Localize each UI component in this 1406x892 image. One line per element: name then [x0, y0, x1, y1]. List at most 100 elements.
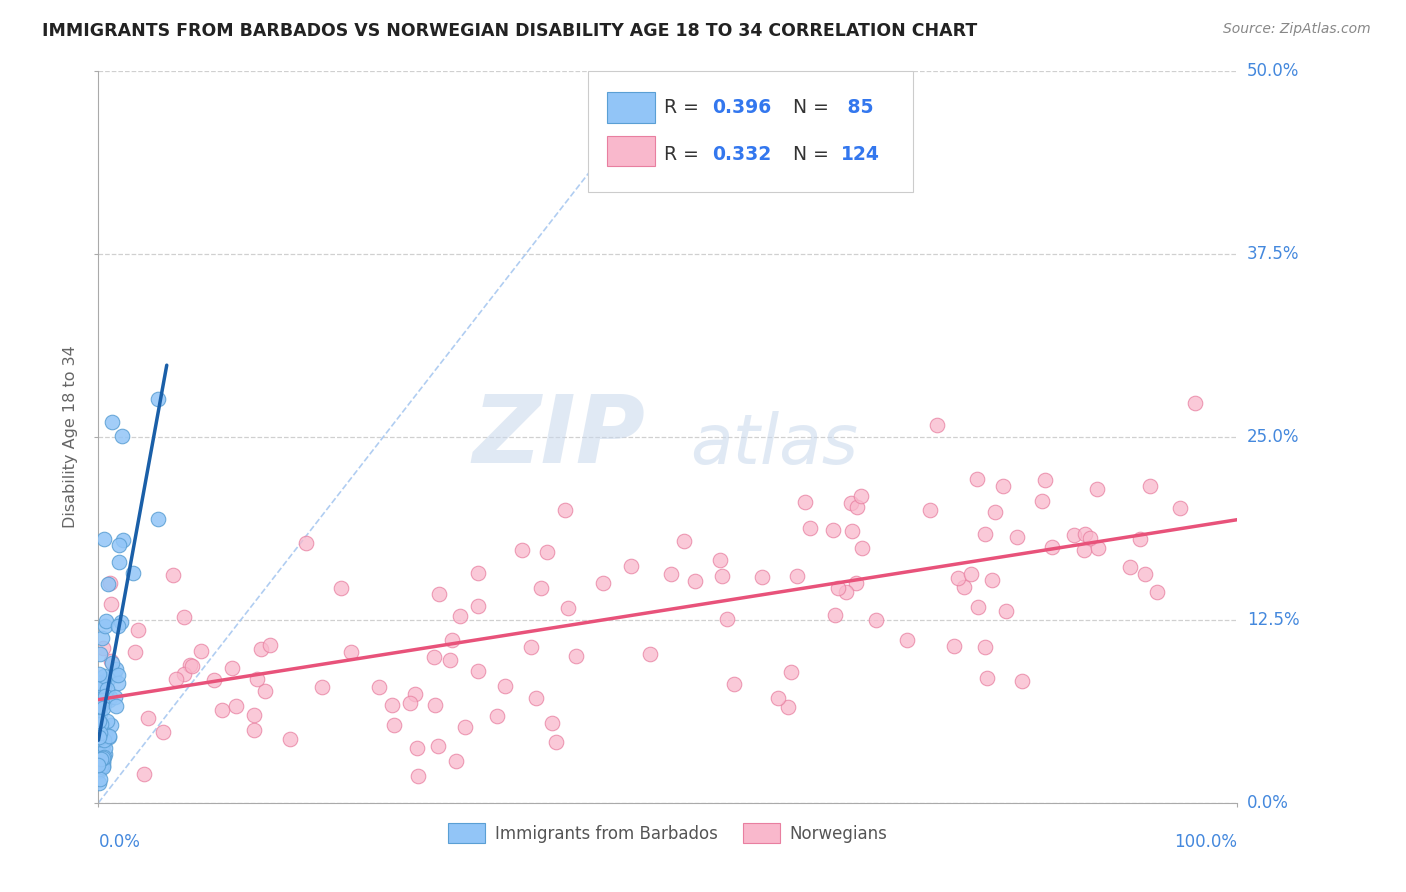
Point	[89, 756, 111, 771]
Point	[204, 673, 226, 687]
Point	[1146, 585, 1168, 599]
Point	[93, 533, 115, 547]
Point	[104, 698, 127, 713]
Point	[93, 749, 115, 764]
Text: Source: ZipAtlas.com: Source: ZipAtlas.com	[1223, 22, 1371, 37]
Point	[980, 574, 1002, 588]
Text: 0.0%: 0.0%	[1247, 794, 1289, 812]
Point	[87, 731, 110, 745]
Point	[967, 599, 990, 614]
Y-axis label: Disability Age 18 to 34: Disability Age 18 to 34	[63, 346, 79, 528]
Point	[1011, 674, 1033, 689]
Point	[851, 541, 873, 555]
Point	[780, 665, 803, 679]
FancyBboxPatch shape	[607, 92, 655, 122]
Point	[89, 716, 111, 731]
Point	[865, 613, 887, 627]
Text: 124: 124	[841, 145, 880, 163]
Text: 0.332: 0.332	[713, 145, 772, 163]
Point	[786, 569, 808, 583]
Point	[966, 472, 988, 486]
Point	[995, 604, 1018, 618]
Point	[87, 675, 110, 690]
Point	[173, 667, 195, 681]
Point	[1129, 533, 1152, 547]
Point	[93, 741, 115, 756]
Point	[751, 570, 773, 584]
Point	[90, 754, 112, 768]
Point	[536, 545, 558, 559]
Point	[89, 731, 111, 746]
Point	[454, 720, 477, 734]
Point	[97, 730, 120, 744]
Point	[162, 567, 184, 582]
Point	[399, 696, 422, 710]
Point	[1168, 501, 1191, 516]
Point	[89, 648, 111, 662]
Point	[94, 689, 117, 703]
Point	[98, 576, 121, 591]
Point	[952, 581, 974, 595]
Point	[93, 736, 115, 750]
Point	[896, 633, 918, 648]
Point	[423, 698, 446, 713]
Point	[90, 747, 112, 762]
Point	[659, 566, 682, 581]
Point	[254, 684, 277, 698]
Point	[89, 761, 111, 775]
Point	[1063, 528, 1085, 542]
Point	[181, 659, 204, 673]
Point	[122, 566, 145, 580]
Point	[467, 665, 489, 679]
Point	[93, 695, 115, 709]
Point	[89, 716, 111, 731]
Point	[90, 750, 112, 764]
Point	[685, 574, 707, 588]
Point	[91, 641, 114, 656]
Point	[100, 597, 122, 611]
Point	[225, 698, 247, 713]
Point	[444, 755, 467, 769]
Point	[427, 586, 450, 600]
Point	[851, 489, 873, 503]
Point	[89, 772, 111, 786]
Point	[592, 576, 614, 591]
Point	[280, 731, 302, 746]
Point	[824, 608, 846, 623]
Text: 100.0%: 100.0%	[1174, 833, 1237, 851]
Point	[111, 533, 134, 547]
Point	[110, 429, 132, 443]
Point	[845, 575, 868, 590]
FancyBboxPatch shape	[588, 71, 912, 192]
Point	[544, 735, 567, 749]
Point	[107, 555, 129, 569]
Point	[841, 524, 863, 538]
Point	[1033, 473, 1056, 487]
Point	[1119, 560, 1142, 574]
Point	[97, 577, 120, 591]
Point	[87, 731, 110, 745]
Point	[90, 752, 112, 766]
Text: 25.0%: 25.0%	[1247, 428, 1299, 446]
Point	[405, 741, 427, 756]
Point	[101, 416, 124, 430]
Point	[146, 512, 169, 526]
Point	[90, 758, 112, 772]
Point	[976, 671, 998, 685]
Point	[340, 645, 363, 659]
Point	[827, 581, 849, 595]
Point	[98, 690, 121, 705]
Point	[100, 718, 122, 732]
Point	[1184, 395, 1206, 409]
Point	[94, 747, 117, 762]
Point	[404, 687, 426, 701]
Point	[925, 417, 948, 432]
Point	[89, 699, 111, 714]
Text: 85: 85	[841, 98, 873, 117]
Point	[89, 691, 111, 706]
Point	[406, 768, 429, 782]
Point	[330, 581, 353, 595]
Point	[723, 677, 745, 691]
Text: 0.0%: 0.0%	[98, 833, 141, 851]
Point	[108, 538, 131, 552]
